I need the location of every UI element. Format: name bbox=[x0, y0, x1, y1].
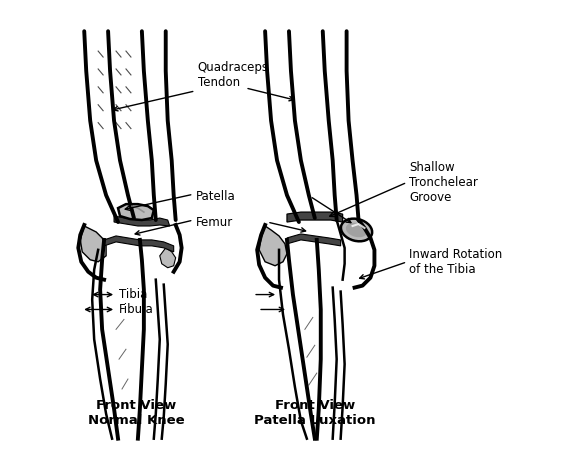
Polygon shape bbox=[287, 234, 341, 246]
Text: Tibia: Tibia bbox=[119, 288, 147, 301]
Polygon shape bbox=[259, 226, 287, 266]
Text: Femur: Femur bbox=[195, 216, 233, 229]
Polygon shape bbox=[160, 248, 175, 268]
Text: Inward Rotation
of the Tibia: Inward Rotation of the Tibia bbox=[409, 248, 503, 276]
Text: Front View
Patella Luxation: Front View Patella Luxation bbox=[254, 399, 376, 427]
Text: Quadraceps
Tendon: Quadraceps Tendon bbox=[198, 61, 268, 89]
Polygon shape bbox=[114, 216, 170, 226]
Polygon shape bbox=[80, 226, 106, 262]
Ellipse shape bbox=[341, 219, 372, 241]
Polygon shape bbox=[104, 236, 174, 252]
Text: Front View
Normal Knee: Front View Normal Knee bbox=[88, 399, 184, 427]
Text: Fibula: Fibula bbox=[119, 303, 154, 316]
Polygon shape bbox=[118, 204, 154, 220]
Text: Shallow
Tronchelear
Groove: Shallow Tronchelear Groove bbox=[409, 161, 478, 204]
Text: Patella: Patella bbox=[195, 190, 235, 203]
Polygon shape bbox=[287, 212, 342, 222]
Ellipse shape bbox=[346, 223, 367, 237]
